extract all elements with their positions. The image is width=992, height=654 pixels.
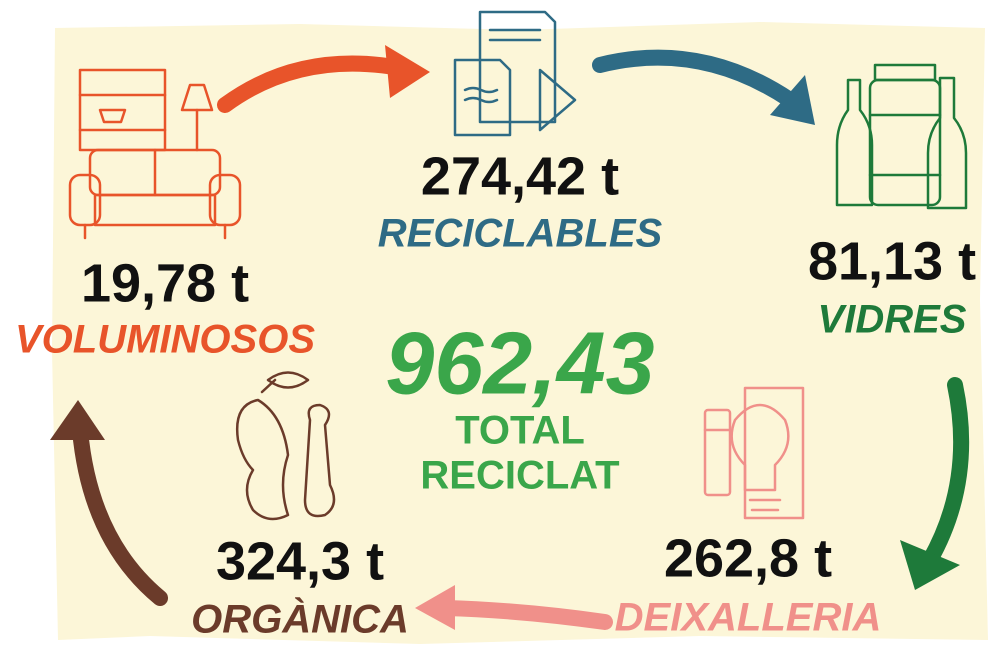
furniture-icon (68, 68, 242, 240)
organic-icon (235, 371, 336, 521)
node-amount: 81,13 t (808, 231, 976, 291)
node-amount: 19,78 t (81, 253, 249, 313)
total-value: 962,43 (385, 313, 654, 412)
node-label: ORGÀNICA (191, 597, 409, 642)
total-label: TOTAL (455, 409, 585, 453)
node-label: VOLUMINOSOS (15, 318, 315, 362)
arrowhead (770, 75, 815, 125)
node-label: VIDRES (818, 298, 967, 342)
node-amount: 262,8 t (664, 528, 832, 588)
total-label: RECICLAT (420, 454, 619, 498)
arrow-pink (437, 600, 613, 630)
arrows (50, 45, 970, 630)
paper-icon (453, 10, 577, 137)
arrowhead (50, 400, 105, 440)
background-paper (52, 22, 988, 644)
arrowhead (385, 45, 430, 98)
arrow-blue (592, 49, 798, 108)
arrow-orange (217, 55, 408, 113)
arrowhead (900, 540, 960, 590)
node-amount: 274,42 t (421, 146, 619, 206)
node-amount: 324,3 t (216, 531, 384, 591)
electronics-icon (703, 386, 805, 520)
arrowhead (415, 585, 455, 630)
arrow-green (922, 377, 970, 568)
arrow-brown (72, 422, 168, 606)
glass-icon (835, 63, 968, 210)
node-label: DEIXALLERIA (615, 596, 882, 640)
node-label: RECICLABLES (378, 212, 663, 256)
